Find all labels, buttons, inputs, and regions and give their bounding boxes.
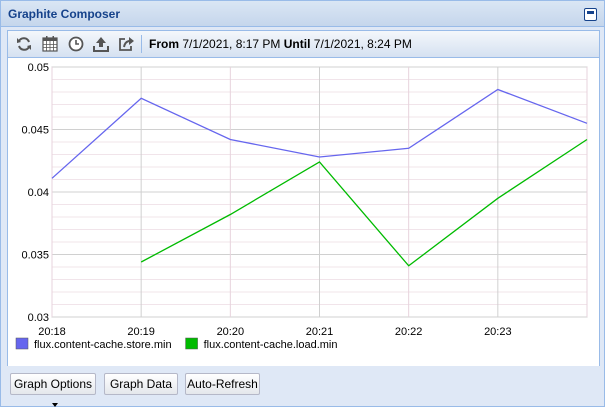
legend-label-1: flux.content-cache.store.min <box>34 339 172 351</box>
graph-data-button[interactable]: Graph Data <box>104 373 178 395</box>
from-label: From <box>149 37 179 51</box>
x-tick-label: 20:18 <box>38 326 66 338</box>
calendar-icon[interactable] <box>41 35 59 53</box>
x-tick-label: 20:23 <box>484 326 512 338</box>
window-titlebar: Graphite Composer <box>1 1 604 27</box>
y-tick-label: 0.05 <box>28 62 49 74</box>
series-line-1 <box>51 88 588 179</box>
series-line-2 <box>140 138 588 267</box>
toolbar-separator <box>141 35 142 53</box>
x-tick-label: 20:21 <box>306 326 334 338</box>
line-chart: 0.03 0.035 0.04 0.045 0.05 20:18 20:19 20:20 20:… <box>15 62 588 351</box>
x-tick-label: 20:19 <box>127 326 155 338</box>
until-value[interactable]: 7/1/2021, 8:24 PM <box>313 37 412 51</box>
graph-image: 0.03 0.035 0.04 0.045 0.05 20:18 20:19 20:20 20:… <box>8 58 599 366</box>
bottom-toolbar: Graph Options Graph Data Auto-Refresh <box>1 366 604 407</box>
y-tick-label: 0.03 <box>28 312 49 324</box>
legend-swatch-1 <box>15 337 29 350</box>
legend-swatch-2 <box>185 337 198 350</box>
refresh-icon[interactable] <box>15 35 33 53</box>
window-title: Graphite Composer <box>8 7 121 21</box>
collapse-icon[interactable] <box>584 8 597 21</box>
legend-label-2: flux.content-cache.load.min <box>204 339 338 351</box>
y-tick-label: 0.045 <box>21 125 49 137</box>
share-icon[interactable] <box>117 35 135 53</box>
x-tick-label: 20:22 <box>395 326 423 338</box>
graph-options-label: Graph Options <box>13 377 93 391</box>
until-label: Until <box>283 37 311 51</box>
clock-icon[interactable] <box>67 35 85 53</box>
auto-refresh-button[interactable]: Auto-Refresh <box>185 373 260 395</box>
x-tick-label: 20:20 <box>217 326 245 338</box>
time-range: From 7/1/2021, 8:17 PM Until 7/1/2021, 8… <box>149 37 412 51</box>
composer-toolbar: From 7/1/2021, 8:17 PM Until 7/1/2021, 8… <box>8 31 599 58</box>
y-tick-label: 0.04 <box>28 187 49 199</box>
chevron-down-icon <box>51 402 58 407</box>
composer-panel: From 7/1/2021, 8:17 PM Until 7/1/2021, 8… <box>7 30 600 367</box>
graph-options-button[interactable]: Graph Options <box>10 373 96 407</box>
from-value[interactable]: 7/1/2021, 8:17 PM <box>182 37 281 51</box>
upload-icon[interactable] <box>92 35 110 53</box>
y-tick-label: 0.035 <box>21 250 49 262</box>
